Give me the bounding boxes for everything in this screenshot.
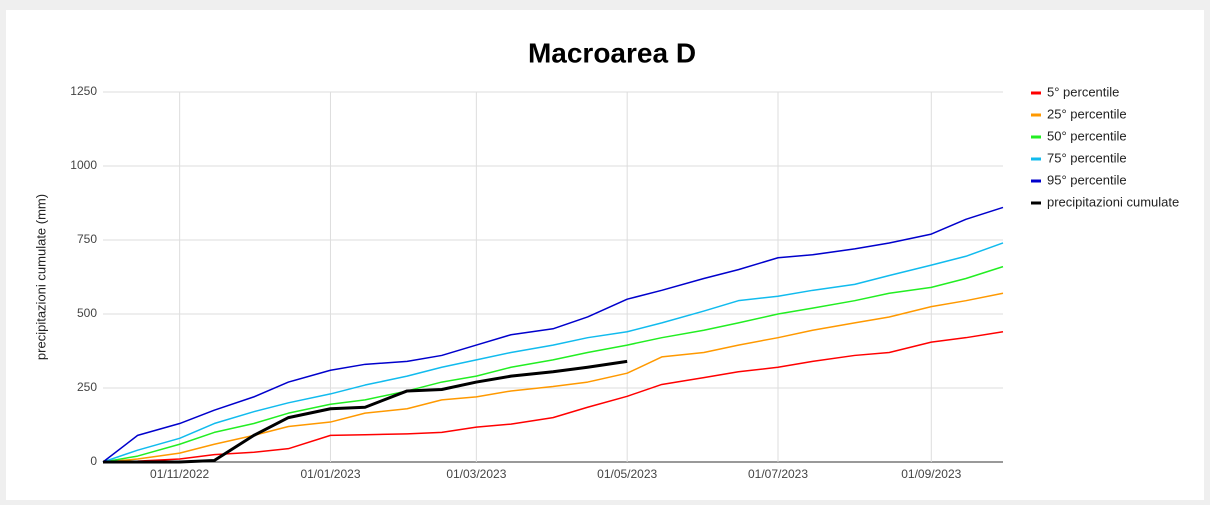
- x-tick-label: 01/03/2023: [446, 467, 506, 481]
- series-line: [102, 206, 1004, 463]
- x-tick-label: 01/11/2022: [150, 467, 209, 481]
- legend-label: 50° percentile: [1047, 128, 1127, 143]
- y-tick-label: 1250: [70, 84, 97, 98]
- series-line: [102, 331, 1004, 463]
- legend-label: precipitazioni cumulate: [1047, 194, 1179, 209]
- series-line: [102, 242, 1004, 463]
- legend-label: 5° percentile: [1047, 84, 1119, 99]
- legend-label: 25° percentile: [1047, 106, 1127, 121]
- legend-label: 75° percentile: [1047, 150, 1127, 165]
- chart-title: Macroarea D: [528, 37, 696, 68]
- y-tick-label: 0: [90, 454, 97, 468]
- y-tick-label: 750: [77, 232, 97, 246]
- x-tick-label: 01/05/2023: [597, 467, 657, 481]
- x-tick-label: 01/07/2023: [748, 467, 808, 481]
- y-tick-label: 500: [77, 306, 97, 320]
- series-line: [102, 265, 1004, 463]
- x-tick-label: 01/01/2023: [300, 467, 360, 481]
- y-tick-label: 1000: [70, 158, 97, 172]
- legend-label: 95° percentile: [1047, 172, 1127, 187]
- chart-background: [6, 10, 1204, 500]
- y-tick-label: 250: [77, 380, 97, 394]
- x-tick-label: 01/09/2023: [901, 467, 961, 481]
- y-axis-label: precipitazioni cumulate (mm): [33, 194, 48, 360]
- series-line: [103, 359, 628, 464]
